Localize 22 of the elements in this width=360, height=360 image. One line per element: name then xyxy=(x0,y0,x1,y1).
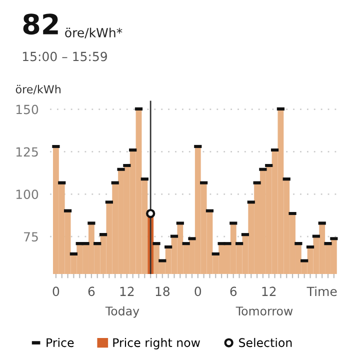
chart-title: 82 xyxy=(23,14,58,35)
point xyxy=(146,208,156,218)
y-tick-label: 125 xyxy=(16,147,38,157)
x-tick-label: 0 xyxy=(194,286,202,296)
x-tick-label: 12 xyxy=(262,286,276,296)
y-tick-label: 75 xyxy=(24,232,38,242)
legend-label: Selection xyxy=(239,338,292,348)
x-tick-label: 6 xyxy=(230,286,237,296)
legend-label: Price xyxy=(46,338,74,348)
y-axis-title: öre/kWh xyxy=(16,84,60,94)
chart-subtitle: öre/kWh* xyxy=(65,28,122,38)
x-tick-label: 0 xyxy=(52,286,60,296)
x-tick-label: 12 xyxy=(120,286,134,296)
y-tick-label: 150 xyxy=(16,104,38,114)
x-tick-label: 6 xyxy=(88,286,95,296)
y-tick-label: 100 xyxy=(16,190,38,200)
text: Today xyxy=(105,306,140,318)
legend-label: Price right now xyxy=(113,338,200,350)
text: 15:00 – 15:59 xyxy=(22,52,107,62)
text: Tomorrow xyxy=(236,306,293,316)
x-tick-label: Time xyxy=(306,286,337,296)
x-tick-label: 18 xyxy=(156,286,170,296)
